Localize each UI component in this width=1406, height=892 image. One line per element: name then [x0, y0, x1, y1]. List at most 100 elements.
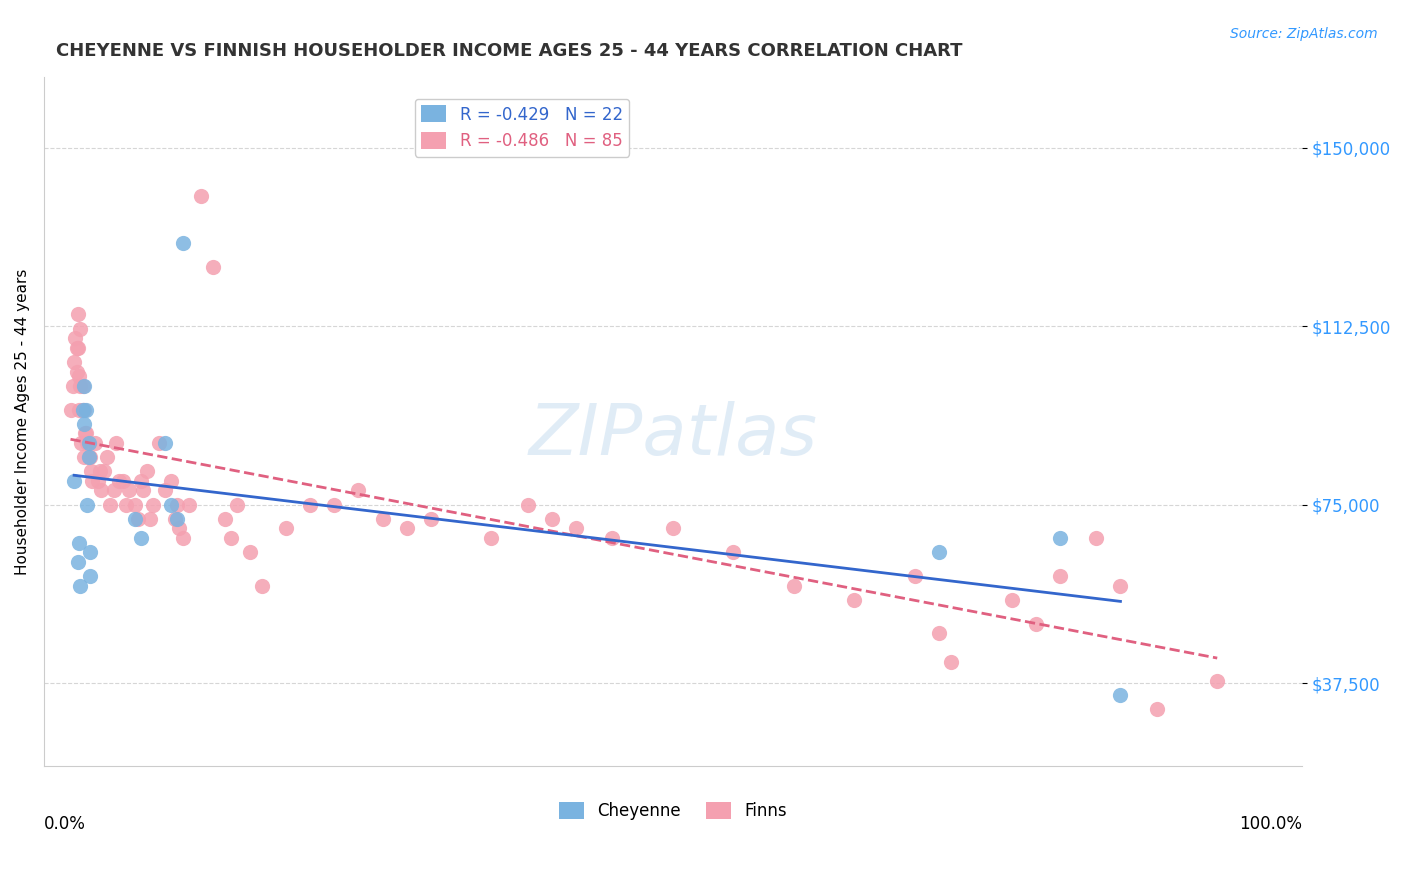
Point	[72, 402, 94, 417]
Point	[115, 498, 138, 512]
Point	[347, 483, 370, 498]
Text: ZIPatlas: ZIPatlas	[529, 401, 817, 470]
Point	[662, 521, 685, 535]
Point	[928, 545, 950, 559]
Point	[93, 464, 115, 478]
Point	[75, 402, 97, 417]
Point	[62, 378, 84, 392]
Point	[127, 512, 149, 526]
Point	[163, 512, 186, 526]
Point	[67, 535, 90, 549]
Point	[90, 483, 112, 498]
Point	[250, 578, 273, 592]
Point	[1000, 592, 1022, 607]
Point	[66, 341, 89, 355]
Point	[69, 378, 91, 392]
Point	[371, 512, 394, 526]
Point	[103, 483, 125, 498]
Point	[72, 378, 94, 392]
Point	[939, 655, 962, 669]
Point	[1146, 702, 1168, 716]
Point	[190, 188, 212, 202]
Point	[65, 331, 87, 345]
Point	[76, 435, 98, 450]
Point	[77, 450, 100, 464]
Point	[87, 474, 110, 488]
Point	[274, 521, 297, 535]
Text: 100.0%: 100.0%	[1239, 814, 1302, 832]
Point	[83, 435, 105, 450]
Point	[1085, 531, 1108, 545]
Point	[79, 450, 101, 464]
Point	[66, 555, 89, 569]
Point	[516, 498, 538, 512]
Point	[75, 426, 97, 441]
Point	[844, 592, 866, 607]
Point	[124, 512, 146, 526]
Point	[723, 545, 745, 559]
Point	[323, 498, 346, 512]
Point	[172, 531, 194, 545]
Point	[139, 512, 162, 526]
Point	[73, 450, 96, 464]
Point	[221, 531, 243, 545]
Point	[69, 578, 91, 592]
Point	[565, 521, 588, 535]
Point	[142, 498, 165, 512]
Point	[73, 417, 96, 431]
Point	[214, 512, 236, 526]
Point	[226, 498, 249, 512]
Point	[1049, 531, 1071, 545]
Point	[73, 426, 96, 441]
Point	[166, 498, 188, 512]
Point	[602, 531, 624, 545]
Point	[135, 464, 157, 478]
Point	[395, 521, 418, 535]
Point	[69, 321, 91, 335]
Point	[202, 260, 225, 274]
Point	[298, 498, 321, 512]
Point	[1109, 578, 1132, 592]
Point	[169, 521, 191, 535]
Point	[1109, 688, 1132, 702]
Point	[73, 402, 96, 417]
Point	[77, 435, 100, 450]
Point	[160, 498, 183, 512]
Point	[1049, 569, 1071, 583]
Text: Source: ZipAtlas.com: Source: ZipAtlas.com	[1230, 27, 1378, 41]
Point	[904, 569, 927, 583]
Point	[783, 578, 806, 592]
Point	[541, 512, 564, 526]
Point	[70, 435, 93, 450]
Point	[1206, 673, 1229, 688]
Text: CHEYENNE VS FINNISH HOUSEHOLDER INCOME AGES 25 - 44 YEARS CORRELATION CHART: CHEYENNE VS FINNISH HOUSEHOLDER INCOME A…	[56, 42, 963, 60]
Point	[59, 402, 82, 417]
Point	[172, 236, 194, 251]
Point	[420, 512, 443, 526]
Point	[73, 378, 96, 392]
Point	[82, 474, 104, 488]
Point	[160, 474, 183, 488]
Point	[124, 498, 146, 512]
Legend: Cheyenne, Finns: Cheyenne, Finns	[553, 796, 793, 827]
Point	[100, 498, 122, 512]
Y-axis label: Householder Income Ages 25 - 44 years: Householder Income Ages 25 - 44 years	[15, 268, 30, 574]
Point	[79, 569, 101, 583]
Point	[96, 450, 118, 464]
Point	[111, 474, 134, 488]
Point	[105, 435, 128, 450]
Point	[65, 341, 87, 355]
Point	[153, 435, 176, 450]
Point	[63, 474, 86, 488]
Point	[129, 531, 152, 545]
Point	[177, 498, 200, 512]
Point	[129, 474, 152, 488]
Point	[79, 545, 101, 559]
Point	[65, 364, 87, 378]
Point	[72, 402, 94, 417]
Point	[80, 464, 103, 478]
Point	[108, 474, 131, 488]
Point	[1025, 616, 1047, 631]
Point	[66, 308, 89, 322]
Point	[153, 483, 176, 498]
